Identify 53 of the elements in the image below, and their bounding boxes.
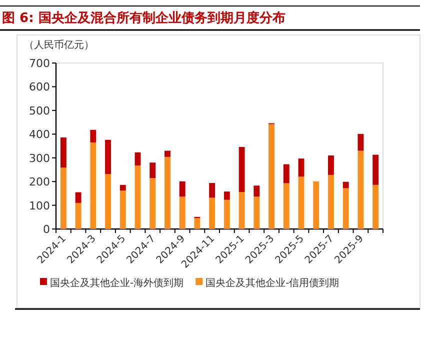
y-tick-label: 100	[29, 199, 50, 212]
bar	[313, 181, 320, 229]
bar	[342, 182, 349, 188]
bar	[358, 150, 364, 229]
bar	[194, 218, 200, 229]
y-axis-title: （人民币亿元）	[24, 39, 94, 51]
bar	[328, 155, 334, 175]
bar	[283, 183, 290, 229]
bar	[105, 174, 111, 229]
bar	[75, 192, 82, 203]
legend-label: 国央企及其他企业-海外债到期	[50, 277, 184, 289]
bar	[179, 181, 186, 197]
bar	[209, 182, 216, 198]
bar	[105, 140, 111, 174]
bar	[238, 192, 245, 229]
bar	[134, 152, 141, 166]
bar	[298, 158, 304, 177]
bar	[120, 190, 126, 229]
bar	[150, 178, 156, 229]
bar	[238, 146, 245, 192]
bar	[372, 154, 379, 185]
bar	[328, 174, 334, 229]
y-tick-label: 0	[43, 223, 50, 236]
bar	[120, 184, 126, 191]
bar	[358, 134, 364, 151]
bar	[268, 124, 274, 229]
bar	[90, 142, 96, 229]
bar	[254, 196, 260, 229]
y-tick-label: 200	[29, 176, 50, 189]
legend-label: 国央企及其他企业-信用债到期	[206, 277, 340, 289]
bar	[150, 162, 156, 178]
bar	[134, 165, 141, 229]
bar	[60, 168, 66, 229]
bar	[283, 164, 290, 184]
y-tick-label: 300	[29, 152, 50, 165]
y-tick-label: 700	[29, 57, 50, 70]
bar	[342, 188, 349, 229]
bar	[164, 150, 170, 157]
bar	[372, 184, 379, 229]
bar	[90, 130, 96, 142]
chart-title: 图 6: 国央企及混合所有制企业债务到期月度分布	[2, 10, 286, 26]
bar	[254, 186, 260, 197]
bar	[224, 200, 230, 229]
bar	[179, 196, 186, 229]
bar	[224, 192, 230, 200]
bar	[298, 176, 304, 229]
bar	[75, 202, 82, 229]
y-tick-label: 400	[29, 128, 50, 142]
bar	[60, 137, 66, 168]
y-tick-label: 500	[29, 104, 50, 118]
bar	[164, 156, 170, 229]
bar	[209, 198, 216, 229]
y-tick-label: 600	[29, 80, 50, 94]
